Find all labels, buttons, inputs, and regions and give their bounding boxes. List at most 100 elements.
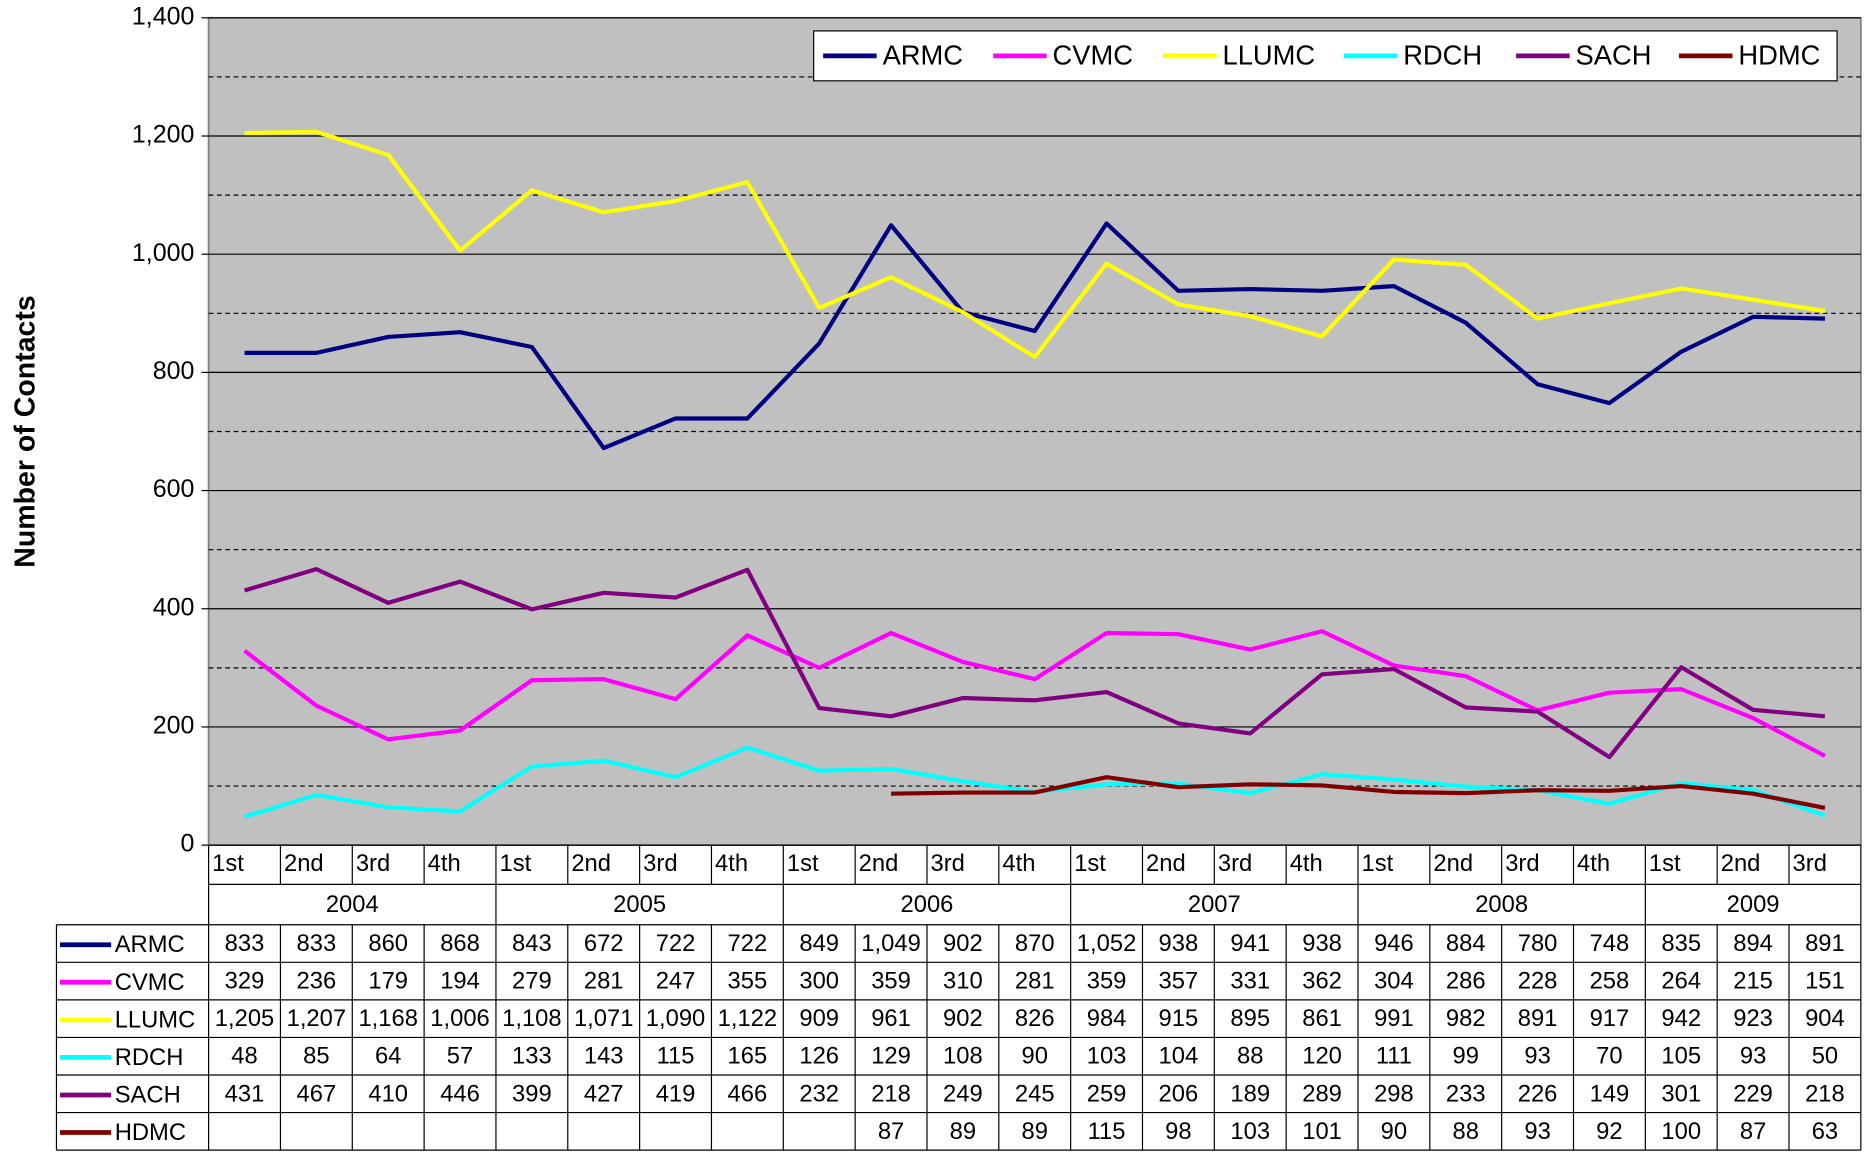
table-value: 835 (1661, 930, 1701, 957)
table-value: 446 (440, 1080, 480, 1107)
table-value: 50 (1812, 1043, 1838, 1070)
table-value: 355 (728, 968, 768, 995)
table-value: 938 (1302, 930, 1342, 957)
table-value: 870 (1015, 930, 1055, 957)
table-value: 894 (1733, 930, 1773, 957)
table-value: 115 (1088, 1118, 1126, 1145)
x-tick-label: 1st (787, 850, 819, 877)
table-value: 104 (1159, 1043, 1199, 1070)
y-tick-label: 400 (153, 593, 195, 621)
table-value: 264 (1661, 968, 1701, 995)
table-value: 1,090 (646, 1005, 705, 1032)
table-value: 942 (1661, 1005, 1701, 1032)
x-tick-label: 1st (212, 850, 244, 877)
table-value: 301 (1661, 1080, 1701, 1107)
table-row-label: RDCH (115, 1044, 184, 1071)
table-value: 218 (871, 1080, 911, 1107)
table-value: 143 (584, 1043, 624, 1070)
table-value: 105 (1661, 1043, 1701, 1070)
table-value: 281 (1015, 968, 1055, 995)
legend-label: SACH (1576, 39, 1652, 70)
table-value: 100 (1661, 1118, 1701, 1145)
table-value: 300 (799, 968, 839, 995)
table-value: 98 (1165, 1118, 1191, 1145)
table-value: 93 (1740, 1043, 1766, 1070)
table-value: 923 (1733, 1005, 1773, 1032)
table-row-label: LLUMC (115, 1006, 196, 1033)
table-value: 126 (799, 1043, 839, 1070)
x-tick-label: 4th (1290, 850, 1323, 877)
table-value: 99 (1453, 1043, 1479, 1070)
table-value: 281 (584, 968, 624, 995)
table-value: 331 (1230, 968, 1270, 995)
table-value: 917 (1590, 1005, 1630, 1032)
table-value: 129 (871, 1043, 911, 1070)
table-value: 843 (512, 930, 552, 957)
series-line (891, 775, 1826, 810)
x-group-label: 2006 (901, 891, 954, 918)
y-tick-label: 1,200 (132, 121, 194, 149)
table-value: 108 (943, 1043, 983, 1070)
table-value: 902 (943, 1005, 983, 1032)
table-value: 359 (871, 968, 911, 995)
table-value: 151 (1805, 968, 1845, 995)
table-value: 133 (512, 1043, 552, 1070)
x-tick-label: 2nd (1433, 850, 1473, 877)
table-value: 329 (225, 968, 265, 995)
x-tick-label: 3rd (931, 850, 965, 877)
table-value: 206 (1159, 1080, 1199, 1107)
x-group-label: 2009 (1727, 891, 1780, 918)
table-value: 259 (1087, 1080, 1127, 1107)
y-tick-label: 1,000 (132, 239, 194, 267)
table-value: 1,122 (718, 1005, 777, 1032)
table-value: 861 (1302, 1005, 1342, 1032)
table-value: 902 (943, 930, 983, 957)
series-line (243, 629, 1826, 758)
table-value: 860 (368, 930, 408, 957)
table-value: 941 (1230, 930, 1270, 957)
y-tick-label: 1,400 (132, 2, 194, 30)
x-tick-label: 1st (1362, 850, 1394, 877)
table-value: 179 (368, 968, 408, 995)
table-value: 722 (656, 930, 696, 957)
table-value: 466 (728, 1080, 768, 1107)
x-tick-label: 2nd (571, 850, 611, 877)
x-tick-label: 4th (715, 850, 748, 877)
x-tick-label: 3rd (1793, 850, 1827, 877)
table-value: 232 (799, 1080, 839, 1107)
x-tick-label: 2nd (1146, 850, 1186, 877)
table-value: 304 (1374, 968, 1414, 995)
table-value: 218 (1805, 1080, 1845, 1107)
x-tick-label: 3rd (1218, 850, 1252, 877)
series-line (243, 567, 1826, 760)
x-tick-label: 4th (428, 850, 461, 877)
table-value: 938 (1159, 930, 1199, 957)
table-value: 984 (1087, 1005, 1127, 1032)
x-tick-label: 1st (1649, 850, 1681, 877)
table-value: 247 (656, 968, 696, 995)
x-group-label: 2007 (1188, 891, 1241, 918)
table-value: 410 (368, 1080, 408, 1107)
table-value: 982 (1446, 1005, 1486, 1032)
x-group-label: 2005 (613, 891, 666, 918)
table-value: 298 (1374, 1080, 1414, 1107)
table-value: 1,205 (215, 1005, 274, 1032)
table-value: 833 (297, 930, 337, 957)
table-value: 895 (1230, 1005, 1270, 1032)
table-row-label: ARMC (115, 931, 185, 958)
legend-label: LLUMC (1223, 39, 1316, 70)
series-line (244, 129, 1826, 360)
table-value: 915 (1159, 1005, 1199, 1032)
table-value: 103 (1087, 1043, 1127, 1070)
x-tick-label: 2nd (859, 850, 899, 877)
y-axis-label: Number of Contacts (9, 295, 41, 567)
x-tick-label: 3rd (643, 850, 677, 877)
table-value: 961 (871, 1005, 911, 1032)
legend-label: RDCH (1403, 39, 1482, 70)
table-value: 93 (1524, 1043, 1550, 1070)
table-value: 93 (1524, 1118, 1550, 1145)
table-value: 1,108 (502, 1005, 561, 1032)
table-value: 849 (799, 930, 839, 957)
table-value: 946 (1374, 930, 1414, 957)
